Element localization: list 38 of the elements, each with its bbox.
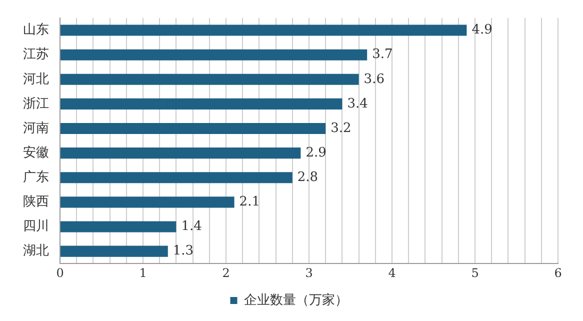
data-label: 1.3 — [172, 244, 194, 259]
x-tick-label: 2 — [222, 266, 230, 280]
data-label: 4.9 — [472, 22, 492, 38]
x-tick-label: 1 — [139, 266, 147, 280]
y-tick-label: 广东 — [23, 170, 49, 186]
bar — [60, 74, 359, 85]
data-label: 3.7 — [372, 47, 393, 62]
y-tick-label: 江苏 — [23, 47, 49, 62]
y-tick-label: 四川 — [23, 219, 49, 234]
legend-label: 企业数量（万家） — [244, 292, 348, 308]
bar — [60, 49, 368, 60]
bar — [60, 196, 234, 208]
x-tick-label: 3 — [305, 266, 313, 280]
bar — [60, 98, 342, 110]
y-tick-label: 湖北 — [23, 244, 49, 259]
bar — [60, 246, 168, 257]
x-tick-label: 5 — [471, 266, 479, 280]
y-tick-label: 山东 — [23, 22, 49, 38]
x-tick-label: 6 — [554, 266, 562, 280]
x-tick-label: 0 — [56, 266, 64, 280]
bar — [60, 24, 467, 36]
x-tick-label: 4 — [388, 266, 396, 280]
data-label: 2.1 — [239, 194, 260, 210]
y-tick-label: 浙江 — [23, 96, 49, 112]
bar — [60, 172, 292, 184]
data-label: 3.4 — [347, 96, 368, 112]
y-tick-label: 安徽 — [23, 144, 49, 160]
y-tick-label: 河南 — [23, 120, 49, 136]
y-tick-label: 河北 — [23, 72, 49, 87]
data-label: 3.6 — [364, 72, 384, 87]
data-label: 1.4 — [181, 219, 202, 234]
bar — [60, 148, 301, 159]
data-label: 3.2 — [330, 120, 352, 136]
data-label: 2.8 — [297, 170, 318, 186]
bar — [60, 122, 326, 134]
bar — [60, 221, 176, 232]
data-label: 2.9 — [306, 145, 326, 160]
y-tick-label: 陕西 — [23, 194, 49, 210]
